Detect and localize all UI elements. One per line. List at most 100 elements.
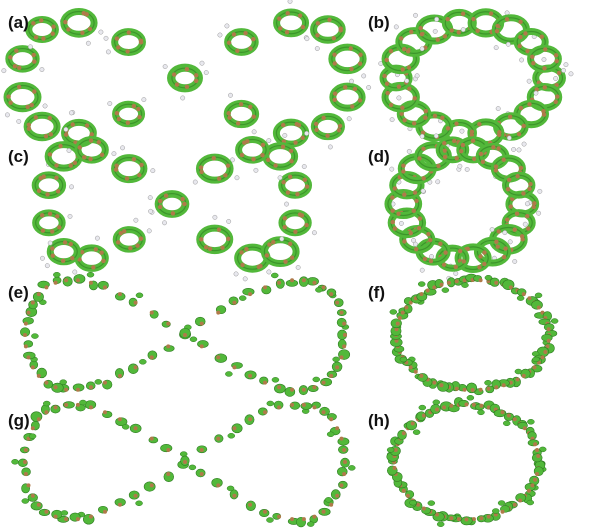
carbon-atom [301, 402, 306, 407]
carbon-atom [277, 514, 282, 519]
carbon-atom [14, 48, 19, 53]
ring-isosurface [196, 224, 234, 255]
carbon-atom [536, 466, 541, 471]
orbital-lobe [543, 343, 555, 354]
orbital-lobe [511, 376, 521, 388]
carbon-atom [190, 67, 195, 73]
carbon-atom [232, 426, 237, 431]
orbital-lobe [481, 513, 494, 523]
orbital-lobe [79, 399, 87, 406]
carbon-atom [337, 123, 343, 129]
ring-outline [198, 156, 231, 181]
orbital-lobe [491, 379, 501, 390]
carbon-atom [556, 70, 562, 76]
ring-outline [476, 239, 509, 264]
ring-isosurface [389, 171, 425, 200]
hydrogen-atom [228, 92, 233, 98]
orbital-lobe [538, 466, 547, 473]
carbon-atom [240, 262, 245, 268]
carbon-atom [394, 327, 399, 332]
hydrogen-atom [203, 70, 209, 76]
ring-isosurface [328, 43, 367, 75]
carbon-atom [199, 448, 204, 453]
ring-outline [35, 212, 63, 234]
orbital-lobe [497, 500, 506, 506]
carbon-atom [149, 310, 154, 315]
carbon-atom [412, 175, 417, 180]
orbital-lobe [285, 279, 299, 287]
carbon-atom [263, 509, 267, 514]
panel-label: (d) [368, 147, 390, 166]
ring-outline [275, 121, 307, 145]
carbon-atom [26, 436, 31, 441]
carbon-atom [149, 436, 154, 441]
ring-outline [237, 138, 267, 161]
orbital-lobe [52, 276, 62, 284]
carbon-atom [266, 157, 271, 163]
hydrogen-atom [393, 24, 399, 30]
carbon-atom [282, 216, 288, 221]
orbital-lobe [43, 379, 54, 389]
carbon-atom [504, 17, 510, 22]
orbital-lobe [114, 368, 125, 379]
carbon-atom [88, 514, 93, 519]
carbon-atom [494, 385, 499, 390]
carbon-atom [30, 426, 35, 431]
carbon-atom [398, 174, 403, 180]
carbon-atom [339, 310, 344, 315]
orbital-lobe [444, 382, 454, 393]
carbon-atom [280, 144, 286, 150]
orbital-lobe [393, 477, 403, 488]
carbon-atom [125, 49, 130, 54]
carbon-atom [296, 122, 302, 128]
carbon-atom [396, 84, 402, 89]
carbon-atom [99, 152, 105, 158]
carbon-atom [442, 34, 448, 39]
carbon-atom [166, 321, 171, 326]
ring-outline [113, 157, 145, 181]
carbon-atom [421, 413, 426, 418]
carbon-atom [122, 229, 127, 234]
hydrogen-atom [438, 118, 443, 124]
hydrogen-atom [493, 174, 499, 179]
carbon-atom [527, 369, 532, 374]
carbon-atom [527, 186, 532, 192]
orbital-lobe [417, 373, 428, 382]
orbital-lobe [25, 306, 38, 317]
carbon-atom [33, 115, 39, 120]
orbital-lobe [179, 329, 191, 340]
carbon-atom [464, 402, 469, 407]
carbon-atom [545, 344, 550, 349]
carbon-atom [118, 231, 123, 236]
ring-outline [417, 144, 450, 169]
orbital-lobe [460, 516, 473, 526]
hydrogen-atom [568, 71, 574, 77]
hydrogen-atom [44, 263, 50, 269]
carbon-atom [505, 217, 510, 222]
orbital-lobe [502, 420, 511, 427]
carbon-atom [416, 226, 422, 231]
carbon-atom [43, 134, 49, 139]
carbon-atom [525, 48, 530, 54]
orbital-lobe [75, 403, 86, 412]
orbital-lobe [536, 346, 550, 358]
carbon-atom [343, 85, 348, 90]
orbital-lobe [336, 309, 347, 316]
carbon-atom [182, 201, 187, 207]
ring-isosurface [526, 82, 563, 112]
carbon-atom [207, 246, 213, 252]
orbital-lobe [484, 274, 493, 281]
carbon-atom [554, 82, 559, 88]
carbon-atom [480, 159, 486, 165]
carbon-atom [455, 140, 460, 145]
carbon-atom [23, 460, 27, 464]
orbital-lobe [532, 356, 540, 363]
orbital-lobe [401, 358, 413, 367]
hydrogen-atom [69, 184, 74, 190]
orbital-lobe [271, 272, 279, 279]
orbital-lobe [423, 508, 437, 516]
orbital-lobe [525, 296, 539, 306]
ring-isosurface [379, 64, 413, 92]
carbon-atom [456, 402, 461, 407]
